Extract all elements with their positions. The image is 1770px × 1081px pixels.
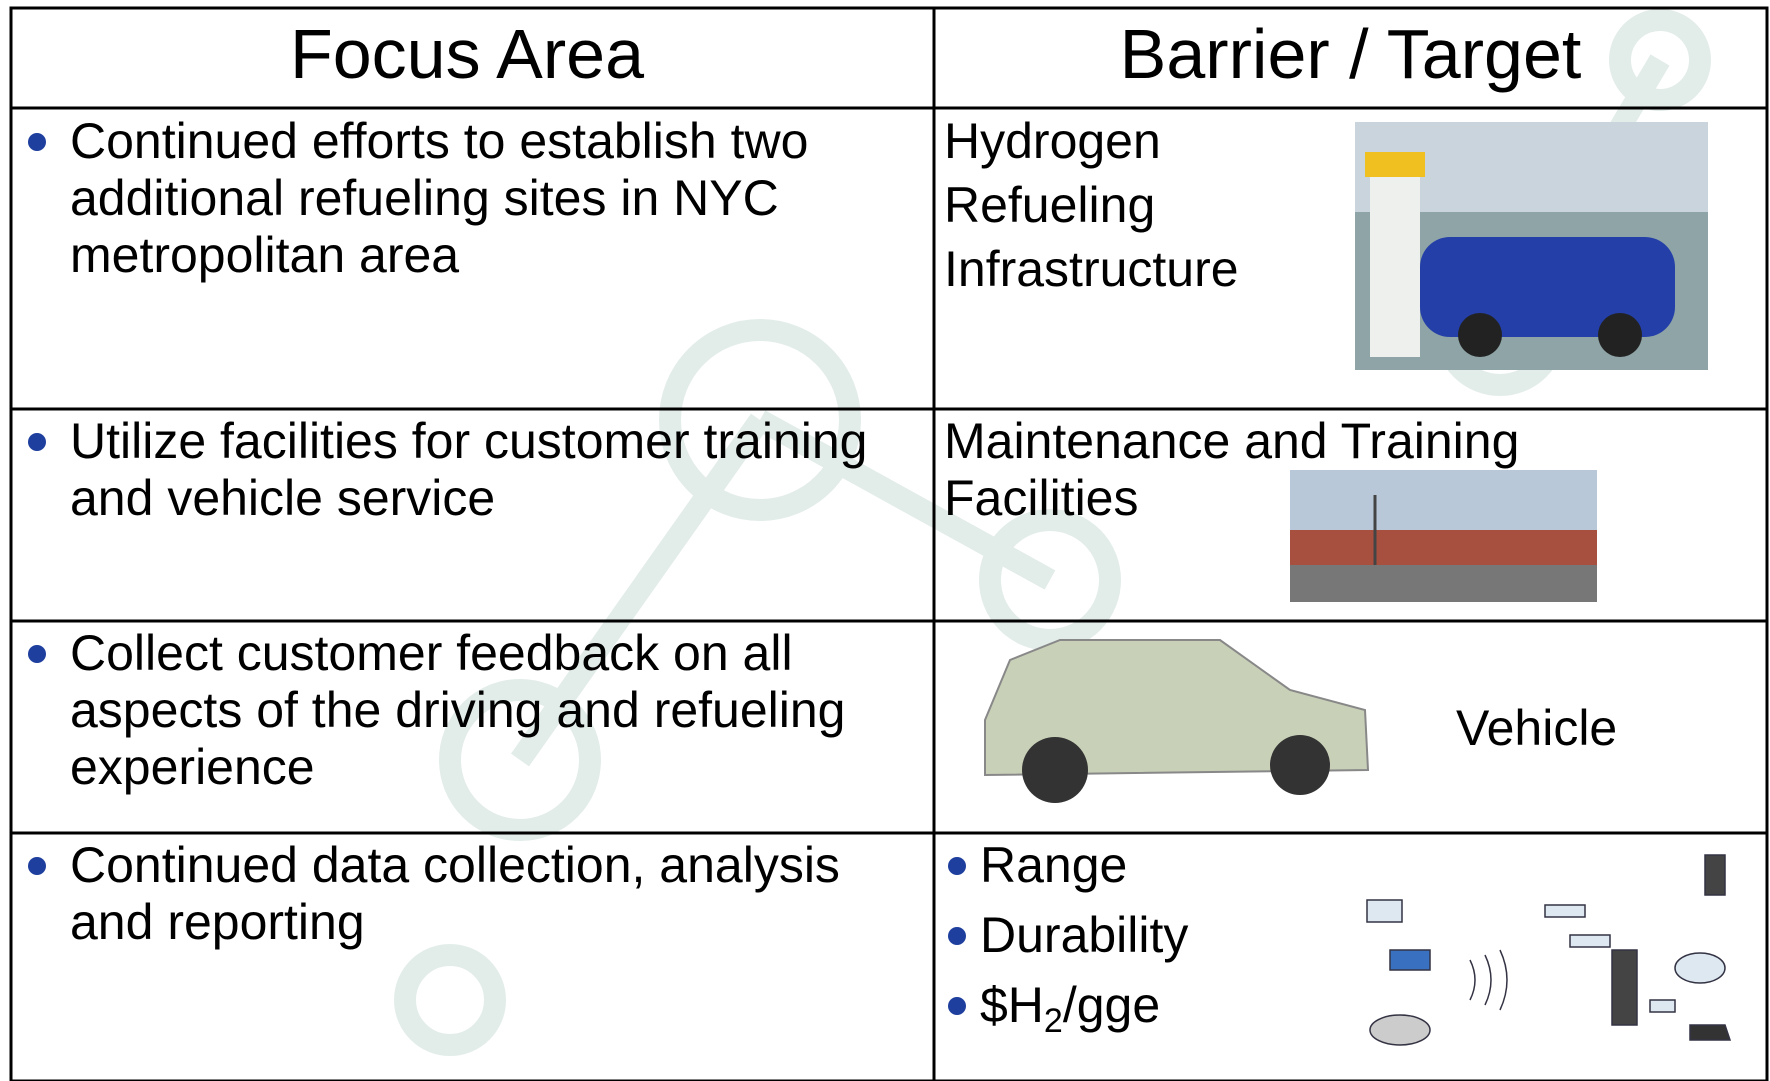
vehicle-photo bbox=[984, 639, 1370, 803]
focus-text: aspects of the driving and refueling bbox=[70, 682, 846, 738]
focus-text: Utilize facilities for customer training bbox=[70, 413, 868, 469]
focus-text: Continued data collection, analysis bbox=[70, 837, 840, 893]
bullet bbox=[948, 997, 966, 1015]
focus-text: metropolitan area bbox=[70, 227, 460, 283]
bullet bbox=[28, 645, 46, 663]
text-part: 2 bbox=[1043, 1002, 1063, 1040]
barrier-text: Hydrogen bbox=[944, 113, 1161, 169]
focus-text: and reporting bbox=[70, 894, 365, 950]
barrier-bullet-text: Durability bbox=[980, 907, 1189, 963]
focus-text: Continued efforts to establish two bbox=[70, 113, 809, 169]
focus-text: Collect customer feedback on all bbox=[70, 625, 793, 681]
bullet bbox=[948, 927, 966, 945]
network-diagram-image bbox=[1366, 854, 1732, 1046]
bullet bbox=[948, 857, 966, 875]
bullet bbox=[28, 857, 46, 875]
barrier-text: Refueling bbox=[944, 177, 1156, 233]
text-part: /gge bbox=[1062, 977, 1161, 1033]
barrier-text: Maintenance and Training bbox=[944, 413, 1520, 469]
header-cell: Focus Area bbox=[289, 15, 645, 93]
barrier-text: Infrastructure bbox=[944, 241, 1239, 297]
barrier-bullet-text: $H2/gge bbox=[980, 977, 1161, 1038]
facility-photo bbox=[1290, 470, 1597, 602]
barrier-text: Facilities bbox=[944, 470, 1139, 526]
bullet bbox=[28, 133, 46, 151]
focus-text: additional refueling sites in NYC bbox=[70, 170, 779, 226]
hydrogen-station-photo bbox=[1355, 122, 1708, 370]
barrier-text: Vehicle bbox=[1456, 700, 1618, 756]
text-part: $H bbox=[980, 977, 1044, 1033]
focus-text: experience bbox=[70, 739, 315, 795]
bullet bbox=[28, 433, 46, 451]
barrier-bullet-text: Range bbox=[980, 837, 1128, 893]
focus-text: and vehicle service bbox=[70, 470, 496, 526]
header-cell: Barrier / Target bbox=[1119, 15, 1582, 93]
